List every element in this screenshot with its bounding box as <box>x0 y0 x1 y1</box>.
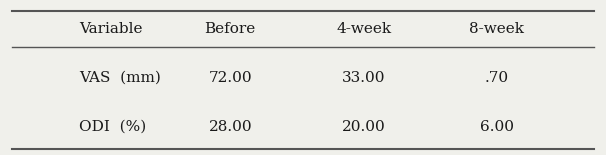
Text: VAS  (mm): VAS (mm) <box>79 71 161 84</box>
Text: Variable: Variable <box>79 22 142 36</box>
Text: 8-week: 8-week <box>470 22 524 36</box>
Text: Before: Before <box>205 22 256 36</box>
Text: 28.00: 28.00 <box>208 120 252 134</box>
Text: .70: .70 <box>485 71 509 84</box>
Text: 33.00: 33.00 <box>342 71 385 84</box>
Text: ODI  (%): ODI (%) <box>79 120 146 134</box>
Text: 6.00: 6.00 <box>480 120 514 134</box>
Text: 20.00: 20.00 <box>342 120 385 134</box>
Text: 4-week: 4-week <box>336 22 391 36</box>
Text: 72.00: 72.00 <box>208 71 252 84</box>
